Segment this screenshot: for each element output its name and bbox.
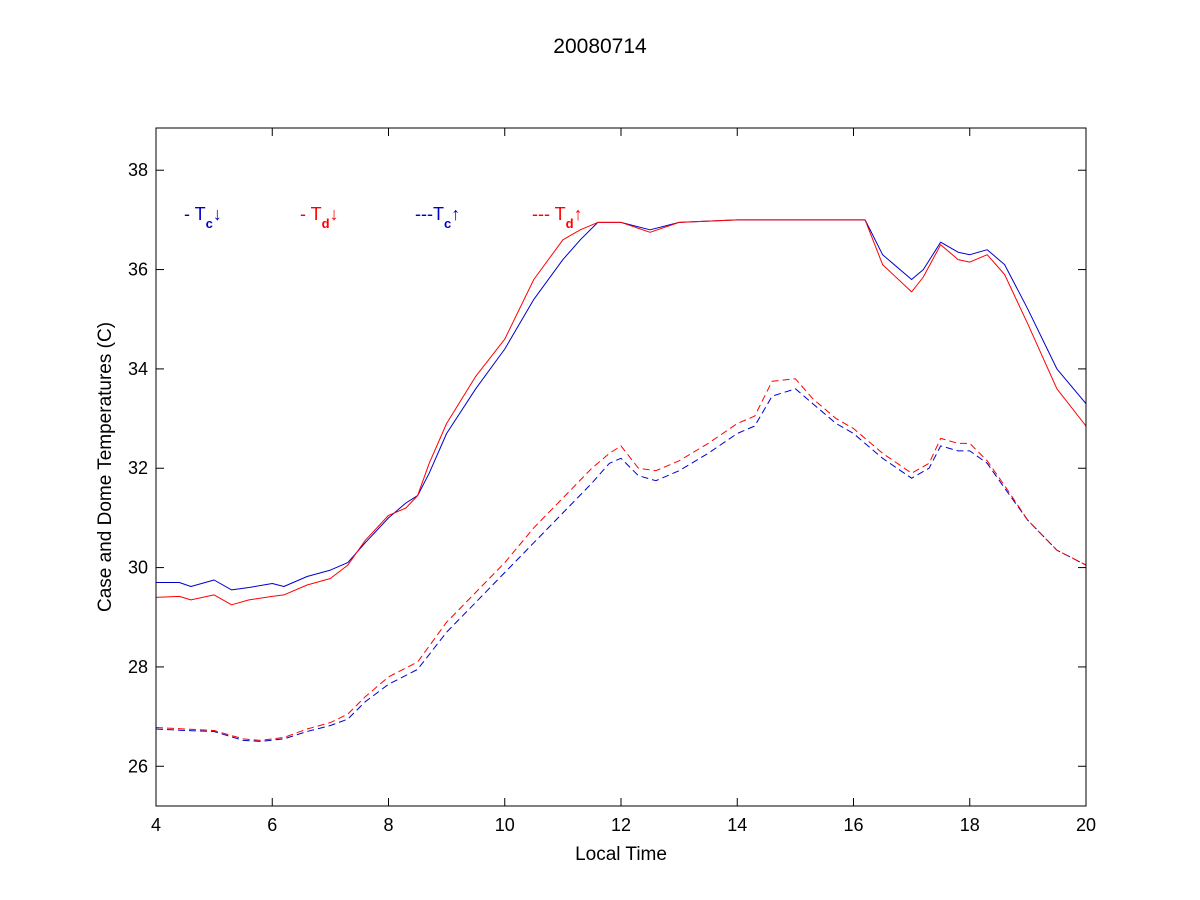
x-tick-label: 12 (611, 815, 631, 835)
legend-entry-3: ---Tc↑ (415, 204, 460, 231)
x-tick-label: 4 (151, 815, 161, 835)
legend-label: ---Tc↑ (415, 204, 460, 231)
legend-entry-1: - Tc↓ (184, 204, 222, 231)
y-tick-label: 36 (128, 260, 148, 280)
y-tick-label: 38 (128, 160, 148, 180)
series-layer (156, 219, 1086, 742)
x-axis-title: Local Time (575, 844, 667, 865)
legend-label: - Tc↓ (184, 204, 222, 231)
legend-entry-2: - Td↓ (300, 204, 339, 231)
y-tick-label: 28 (128, 657, 148, 677)
y-tick-label: 26 (128, 756, 148, 776)
x-tick-label: 14 (727, 815, 747, 835)
x-tick-label: 18 (960, 815, 980, 835)
y-tick-label: 32 (128, 458, 148, 478)
legend-label: - Td↓ (300, 204, 339, 231)
x-tick-label: 16 (843, 815, 863, 835)
x-tick-label: 20 (1076, 815, 1096, 835)
ticks-layer: 4 6 8 10 12 14 16 18 20 26 28 30 32 34 36 38 (128, 128, 1096, 835)
x-tick-label: 10 (495, 815, 515, 835)
series-line-4 (156, 378, 1086, 741)
series-line-2 (156, 219, 1086, 606)
y-tick-label: 30 (128, 558, 148, 578)
series-line-1 (156, 219, 1086, 591)
y-tick-label: 34 (128, 359, 148, 379)
x-tick-label: 6 (267, 815, 277, 835)
legend-entry-4: --- Td↑ (532, 204, 583, 231)
legend-label: --- Td↑ (532, 204, 583, 231)
y-axis-title: Case and Dome Temperatures (C) (95, 322, 116, 612)
legend: - Tc↓ - Td↓ ---Tc↑ --- Td↑ (184, 204, 583, 231)
x-tick-label: 8 (383, 815, 393, 835)
chart-title: 20080714 (553, 35, 647, 58)
series-line-3 (156, 388, 1086, 742)
